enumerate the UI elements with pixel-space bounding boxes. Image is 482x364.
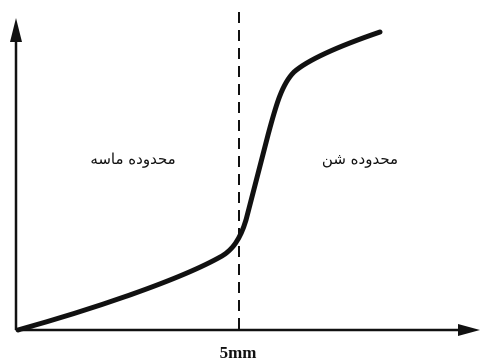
- y-axis-arrowhead: [10, 18, 22, 42]
- left-region-label: محدوده ماسه: [90, 150, 175, 168]
- gradation-curve: [15, 29, 383, 333]
- right-region-label: محدوده شن: [322, 150, 398, 168]
- divider-label: 5mm: [220, 343, 257, 362]
- x-axis-arrowhead: [458, 324, 480, 336]
